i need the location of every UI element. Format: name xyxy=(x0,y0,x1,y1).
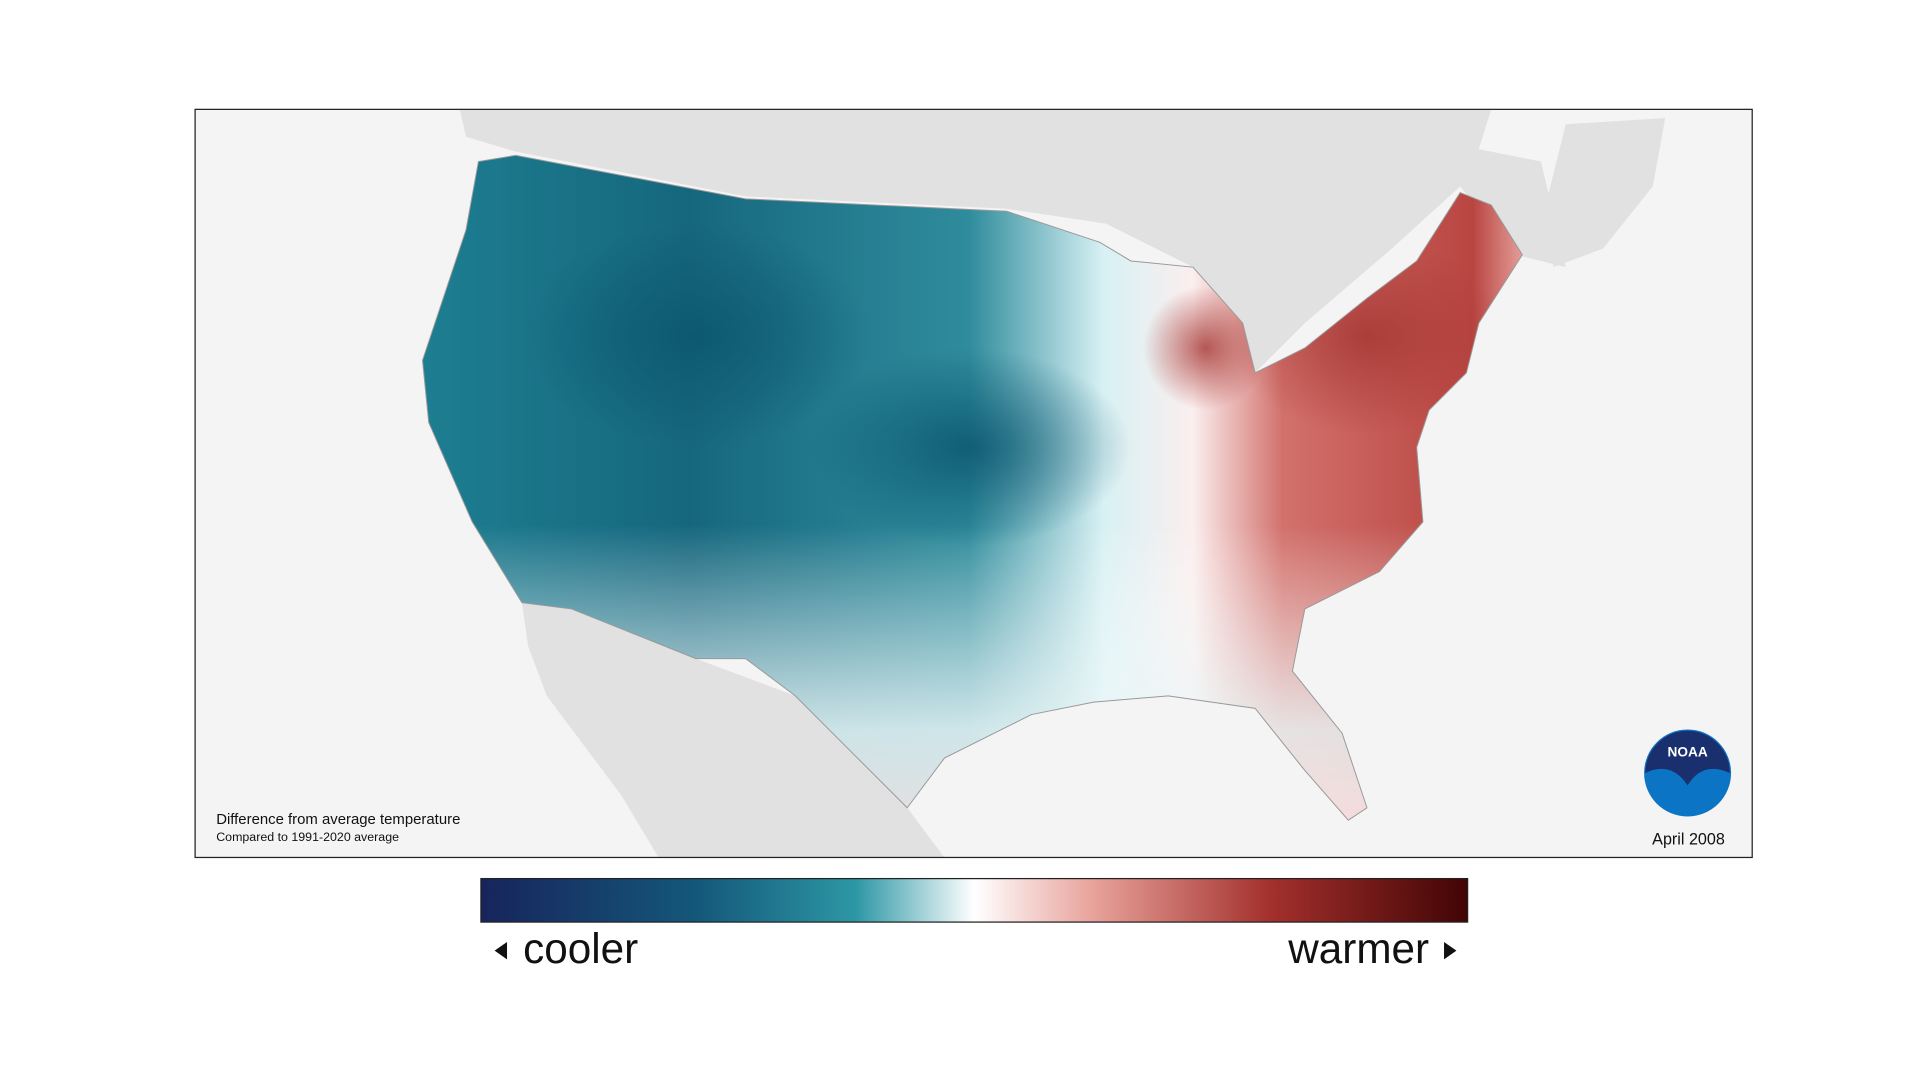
legend-high: warmer xyxy=(1287,925,1429,972)
noaa-logo-top xyxy=(1645,730,1730,786)
map-date: April 2008 xyxy=(1652,830,1725,848)
mexico xyxy=(521,602,945,858)
us-outline xyxy=(422,154,1523,821)
left-arrow xyxy=(494,941,508,960)
noaa-logo-text: NOAA xyxy=(1667,745,1707,760)
canada xyxy=(459,109,1566,373)
note-subtitle: Compared to 1991-2020 average xyxy=(216,830,399,844)
color-legend xyxy=(480,877,1469,923)
right-arrow xyxy=(1444,941,1457,960)
note-title: Difference from average temperature xyxy=(216,812,460,828)
neighbor-land xyxy=(459,109,1666,858)
map: Difference from average temperature Comp… xyxy=(194,108,1753,972)
canada-east xyxy=(1547,118,1666,268)
map-frame xyxy=(194,108,1753,859)
legend-low: cooler xyxy=(523,925,638,972)
